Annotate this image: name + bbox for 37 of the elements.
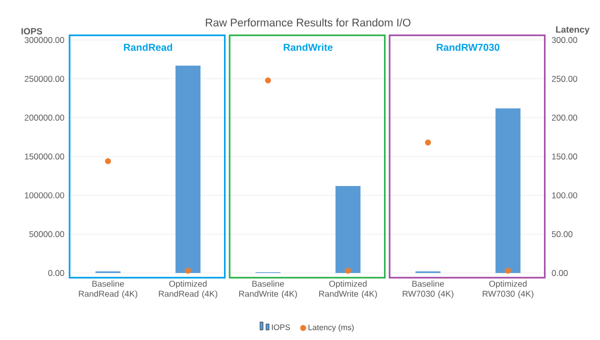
x-tick-label: Optimized RW7030 (4K) xyxy=(482,280,534,298)
y2-tick-label: 200.00 xyxy=(552,114,578,121)
y-tick-label: 150000.00 xyxy=(24,153,64,160)
y2-tick-label: 150.00 xyxy=(552,153,578,160)
y-tick-label: 100000.00 xyxy=(24,192,64,198)
bar xyxy=(495,108,520,273)
annotation: RandRead xyxy=(124,44,172,51)
legend-label: IOPS xyxy=(272,324,290,330)
point xyxy=(424,140,431,146)
bar xyxy=(335,186,360,273)
y2-tick-label: 300.00 xyxy=(552,36,578,44)
y2-tick-label: 100.00 xyxy=(552,192,578,198)
point xyxy=(185,268,192,274)
point xyxy=(504,268,511,274)
point xyxy=(344,268,351,274)
y-tick-label: 200000.00 xyxy=(24,114,64,121)
y2-tick-label: 0.00 xyxy=(552,270,568,276)
x-tick-label: Optimized RandWrite (4K) xyxy=(319,280,377,298)
x-tick-label: Baseline RandWrite (4K) xyxy=(239,280,297,298)
y-tick-label: 0.00 xyxy=(48,270,64,276)
y2-tick-label: 250.00 xyxy=(552,76,578,82)
chart-title: Raw Performance Results for Random I/O xyxy=(206,18,410,26)
y2-axis-title: Latency xyxy=(556,26,590,34)
legend-label: Latency (ms) xyxy=(308,324,354,332)
x-tick-label: Baseline RandRead (4K) xyxy=(78,280,138,298)
x-tick-label: Optimized RandRead (4K) xyxy=(158,280,218,298)
x-tick-label: Baseline RW7030 (4K) xyxy=(402,280,454,298)
y-tick-label: 300000.00 xyxy=(24,36,64,44)
y2-tick-label: 50.00 xyxy=(552,231,572,238)
y-tick-label: 50000.00 xyxy=(29,231,64,238)
point xyxy=(105,158,112,164)
point xyxy=(265,77,271,84)
annotation: RandRW7030 xyxy=(436,44,500,51)
y-axis-title: IOPS xyxy=(22,28,42,34)
bar xyxy=(176,66,201,273)
annotation: RandWrite xyxy=(284,44,333,51)
y-tick-label: 250000.00 xyxy=(24,76,64,82)
